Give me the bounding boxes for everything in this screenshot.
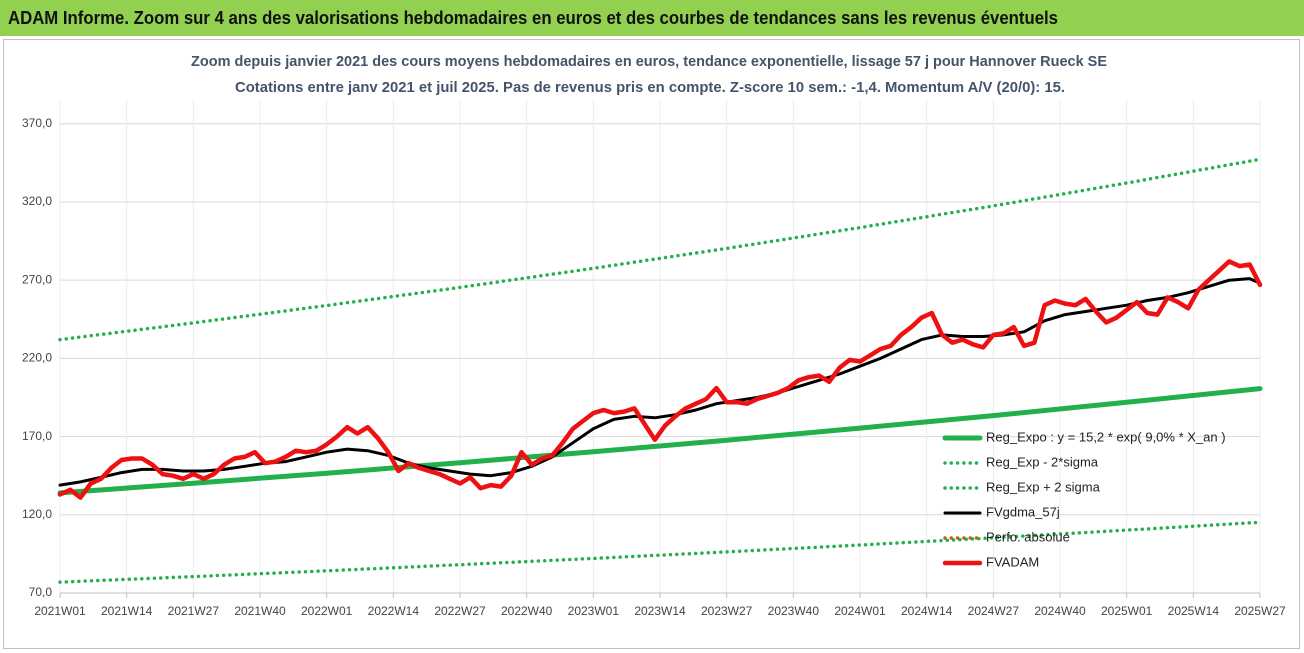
- plot: [57, 157, 1263, 584]
- x-tick-label: 2022W40: [501, 604, 553, 618]
- legend-label: FVgdma_57j: [986, 504, 1060, 519]
- legend-label: Reg_Exp - 2*sigma: [986, 454, 1099, 469]
- x-tick-label: 2023W40: [768, 604, 820, 618]
- y-tick-label: 70,0: [29, 585, 53, 599]
- y-tick-label: 120,0: [22, 507, 52, 521]
- x-tick-label: 2025W01: [1101, 604, 1153, 618]
- x-tick-label: 2022W01: [301, 604, 353, 618]
- y-tick-label: 270,0: [22, 272, 52, 286]
- x-tick-label: 2021W27: [168, 604, 220, 618]
- x-tick-label: 2024W14: [901, 604, 953, 618]
- x-tick-label: 2021W14: [101, 604, 153, 618]
- grid: 70,0 120,0 170,0 220,0 270,0 320,0 370,0 2021W0…: [22, 100, 1286, 618]
- x-tick-label: 2025W14: [1168, 604, 1220, 618]
- x-tick-label: 2023W01: [568, 604, 620, 618]
- series-line: [57, 259, 1263, 500]
- legend: Reg_Expo : y = 15,2 * exp( 9,0% * X_an )…: [942, 429, 1226, 569]
- chart-frame: [3, 39, 1300, 649]
- x-tick-label: 2023W27: [701, 604, 753, 618]
- y-tick-label: 170,0: [22, 429, 52, 443]
- x-tick-label: 2025W27: [1234, 604, 1286, 618]
- x-tick-label: 2021W01: [34, 604, 86, 618]
- series-line: [57, 386, 1263, 496]
- series-line: [58, 157, 1262, 342]
- x-tick-label: 2024W27: [968, 604, 1020, 618]
- x-tick-label: 2024W40: [1034, 604, 1086, 618]
- legend-label: Perfo. absolue: [986, 529, 1070, 544]
- chart-title: Zoom depuis janvier 2021 des cours moyen…: [191, 53, 1107, 70]
- legend-label: Reg_Expo : y = 15,2 * exp( 9,0% * X_an ): [986, 429, 1226, 444]
- legend-label: Reg_Exp + 2 sigma: [986, 479, 1101, 494]
- header-title: ADAM Informe. Zoom sur 4 ans des valoris…: [8, 8, 1058, 28]
- header-bar: [0, 0, 1304, 36]
- y-tick-label: 370,0: [22, 116, 52, 130]
- x-tick-label: 2022W27: [434, 604, 486, 618]
- x-tick-label: 2022W14: [368, 604, 420, 618]
- x-tick-label: 2021W40: [234, 604, 286, 618]
- series-line: [58, 520, 1262, 584]
- chart-subtitle: Cotations entre janv 2021 et juil 2025. …: [235, 79, 1065, 96]
- x-tick-label: 2024W01: [834, 604, 886, 618]
- series-line: [58, 277, 1262, 487]
- y-tick-label: 320,0: [22, 194, 52, 208]
- legend-label: FVADAM: [986, 554, 1039, 569]
- y-tick-label: 220,0: [22, 351, 52, 365]
- x-tick-label: 2023W14: [634, 604, 686, 618]
